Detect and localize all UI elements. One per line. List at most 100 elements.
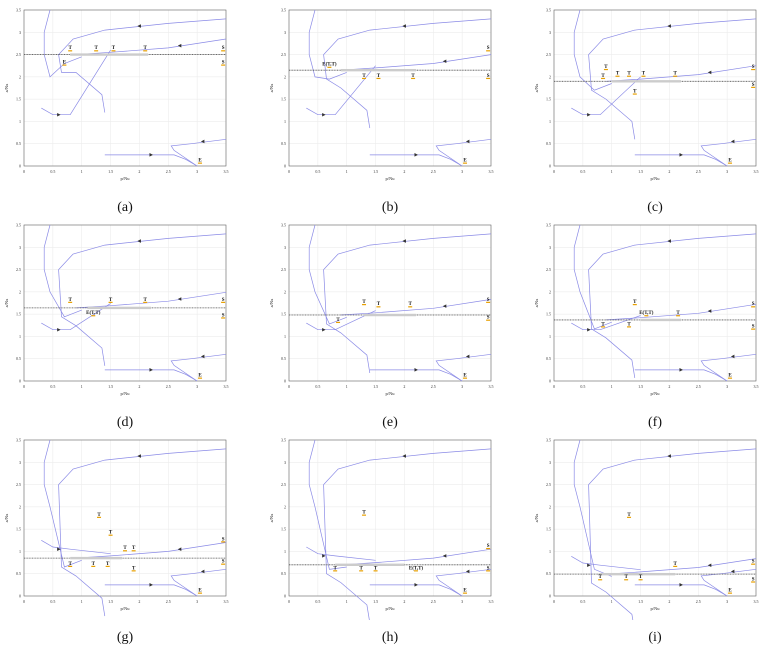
x-tick-label: 2 (138, 599, 140, 604)
plot-frame (553, 439, 757, 597)
point-marker (627, 516, 632, 518)
point-label: S (222, 537, 225, 542)
stable-segment (600, 572, 676, 576)
y-tick-label: 1.5 (546, 527, 551, 532)
stable-segment (364, 313, 416, 317)
point-marker (362, 514, 367, 516)
point-marker (411, 77, 416, 80)
trajectory-curve (588, 18, 757, 140)
direction-arrow-icon (414, 583, 418, 587)
trajectory-curve (104, 584, 198, 597)
direction-arrow-icon (465, 354, 470, 359)
x-tick-label: 1 (81, 169, 83, 174)
y-tick-label: 0.5 (16, 571, 21, 576)
x-tick-label: 2.5 (696, 599, 701, 604)
x-tick-label: 0 (553, 599, 555, 604)
trajectory-curve (104, 369, 198, 382)
point-label: T (362, 300, 366, 305)
point-label: T (601, 322, 605, 327)
direction-arrow-icon (57, 112, 61, 117)
trajectory-curve (306, 546, 376, 561)
point-marker (221, 563, 226, 565)
point-label: S (752, 325, 755, 330)
point-label: T (112, 46, 116, 51)
point-marker (463, 162, 468, 164)
x-tick-label: 0 (23, 599, 25, 604)
y-tick-label: 2.5 (546, 482, 551, 487)
point-label: T (601, 74, 605, 79)
x-tick-label: 3 (196, 169, 198, 174)
point-marker (198, 377, 203, 379)
x-tick-label: 0.5 (50, 599, 55, 604)
point-marker (131, 570, 136, 572)
y-axis-label: a/Nu (269, 513, 274, 522)
plot-frame (23, 9, 227, 167)
direction-arrow-icon (177, 297, 182, 301)
direction-arrow-icon (177, 547, 182, 551)
x-tick-label: 2 (668, 169, 670, 174)
trajectory-curve (306, 310, 376, 331)
y-tick-label: 3.5 (281, 8, 286, 13)
point-label: E (198, 589, 202, 594)
x-tick-label: 2 (668, 384, 670, 389)
phase-plot: 00 0.5 0.5 1 1 1.5 1.5 2 2 2.5 2.5 3 3 3.5 3.5 p/Nu a/Nu… (534, 438, 759, 620)
y-tick-label: 3 (284, 245, 286, 250)
trajectory-curve (75, 542, 227, 559)
x-tick-label: 0 (23, 384, 25, 389)
x-tick-label: 1 (81, 384, 83, 389)
x-tick-label: 1.5 (638, 384, 643, 389)
direction-arrow-icon (667, 454, 671, 458)
y-tick-label: 0.5 (546, 141, 551, 146)
y-tick-label: 1 (284, 549, 286, 554)
point-label: T (106, 562, 110, 567)
panel-caption: (g) (116, 630, 134, 645)
y-tick-label: 2 (549, 504, 551, 509)
point-label: T (598, 575, 602, 580)
point-label: E (728, 159, 732, 164)
point-marker (108, 534, 113, 536)
point-marker (221, 317, 226, 319)
y-tick-label: 2.5 (546, 52, 551, 57)
stable-segment (70, 53, 149, 56)
trajectory-curve (41, 539, 111, 555)
direction-arrow-icon (402, 24, 406, 28)
point-label: T (109, 298, 113, 303)
y-axis-label: a/Nu (4, 298, 9, 307)
stable-segment (70, 556, 123, 560)
x-tick-label: 2.5 (696, 384, 701, 389)
direction-arrow-icon (442, 59, 447, 64)
y-tick-label: 3 (19, 245, 21, 250)
point-label: S (487, 566, 490, 571)
point-marker (486, 50, 491, 52)
point-marker (336, 321, 341, 324)
point-marker (373, 570, 378, 572)
point-marker (68, 301, 73, 303)
plot-frame (23, 439, 227, 597)
y-tick-label: 0.5 (281, 571, 286, 576)
point-label: T (144, 298, 148, 303)
y-axis-label: a/Nu (269, 298, 274, 307)
point-label: T (123, 546, 127, 551)
point-label: T (333, 566, 337, 571)
x-tick-label: 0 (288, 599, 290, 604)
point-marker (728, 162, 733, 164)
point-label: E (63, 60, 67, 65)
x-tick-label: 2 (668, 599, 670, 604)
trajectory-curve (43, 9, 82, 78)
direction-arrow-icon (587, 563, 591, 568)
y-tick-label: 3 (19, 460, 21, 465)
point-label: E (728, 374, 732, 379)
y-axis-label: a/Nu (269, 83, 274, 92)
point-marker (641, 75, 646, 77)
trajectory-curve (573, 439, 612, 577)
point-label: S (487, 544, 490, 549)
point-marker (333, 570, 338, 572)
point-marker (638, 579, 643, 581)
direction-arrow-icon (402, 239, 406, 243)
y-tick-label: 1.5 (546, 97, 551, 102)
point-label: E (198, 374, 202, 379)
x-tick-label: 3 (726, 169, 728, 174)
direction-arrow-icon (730, 569, 735, 574)
point-marker (97, 516, 102, 518)
x-tick-label: 0 (288, 169, 290, 174)
